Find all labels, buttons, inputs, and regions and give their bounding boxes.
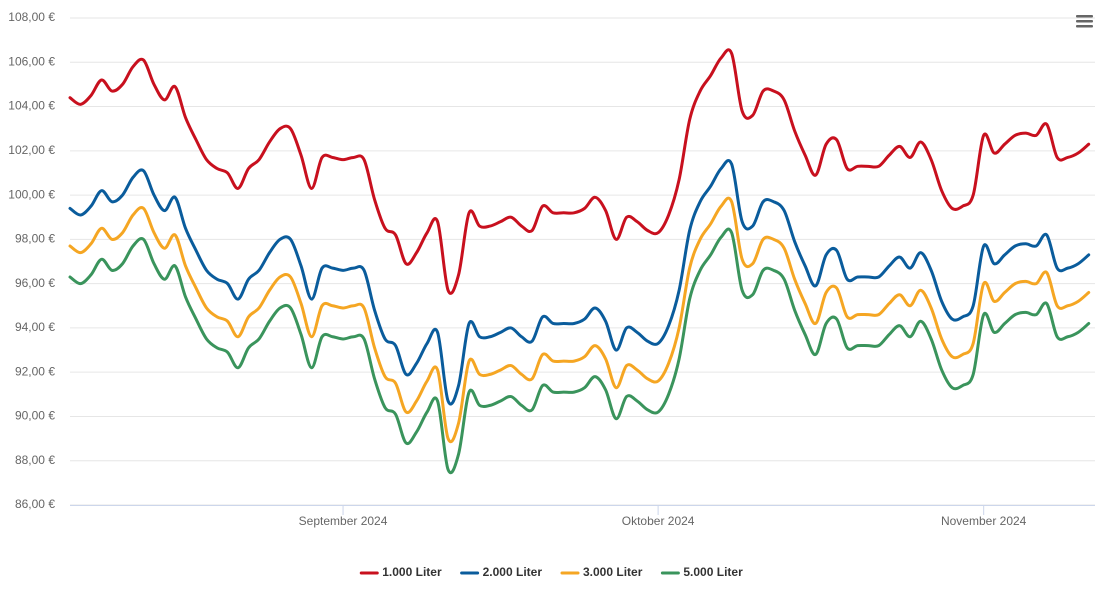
legend-item[interactable]: 1.000 Liter	[359, 565, 442, 579]
x-tick-label: November 2024	[940, 514, 1027, 528]
series-line	[68, 159, 1091, 406]
legend-item[interactable]: 2.000 Liter	[460, 565, 543, 579]
legend-label: 1.000 Liter	[382, 565, 442, 579]
legend-label: 2.000 Liter	[483, 565, 543, 579]
y-tick-label: 88,00 €	[15, 453, 55, 467]
y-tick-label: 104,00 €	[8, 99, 55, 113]
menu-bar[interactable]	[1076, 25, 1093, 28]
series-line	[68, 48, 1091, 295]
menu-button[interactable]	[1076, 15, 1093, 28]
menu-bar[interactable]	[1076, 15, 1093, 18]
menu-bar[interactable]	[1076, 20, 1093, 23]
x-tick-label: Oktober 2024	[621, 514, 695, 528]
y-tick-label: 90,00 €	[15, 409, 55, 423]
y-tick-label: 94,00 €	[15, 320, 55, 334]
y-tick-label: 100,00 €	[8, 187, 55, 201]
x-tick-label: September 2024	[298, 514, 388, 528]
y-tick-label: 102,00 €	[8, 143, 55, 157]
legend: 1.000 Liter 2.000 Liter 3.000 Liter 5.000 L…	[359, 565, 743, 579]
y-tick-label: 96,00 €	[15, 276, 55, 290]
y-tick-label: 108,00 €	[8, 10, 55, 24]
y-tick-label: 86,00 €	[15, 497, 55, 511]
y-tick-label: 92,00 €	[15, 364, 55, 378]
series-line	[68, 196, 1091, 444]
legend-item[interactable]: 5.000 Liter	[660, 565, 743, 579]
y-tick-label: 106,00 €	[8, 54, 55, 68]
series-line	[68, 227, 1091, 475]
legend-label: 3.000 Liter	[583, 565, 643, 579]
y-tick-label: 98,00 €	[15, 232, 55, 246]
legend-item[interactable]: 3.000 Liter	[560, 565, 643, 579]
legend-label: 5.000 Liter	[683, 565, 743, 579]
